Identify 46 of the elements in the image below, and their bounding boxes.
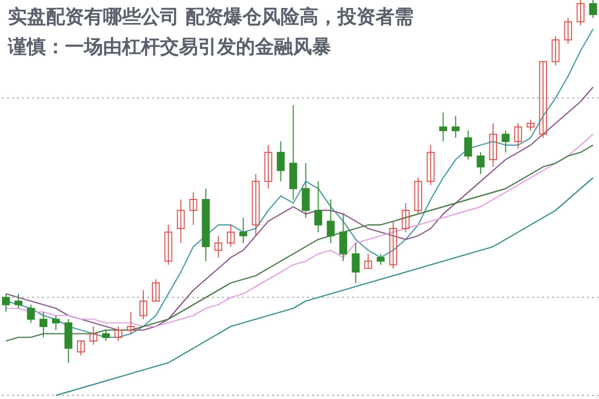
candlestick bbox=[126, 311, 135, 334]
candlestick bbox=[539, 61, 548, 138]
candlestick bbox=[26, 304, 35, 324]
candlestick bbox=[189, 192, 198, 226]
candlestick bbox=[389, 220, 398, 269]
candlestick bbox=[76, 340, 85, 356]
candlestick bbox=[176, 199, 185, 244]
text: 实盘配资有哪些公司 配资爆仓风险高，投资者需谨慎：一场由杠杆交易引发的金融风暴 bbox=[7, 6, 414, 58]
candlestick bbox=[164, 224, 172, 266]
candlestick bbox=[439, 112, 448, 142]
candlestick bbox=[276, 140, 285, 182]
candlestick bbox=[52, 315, 60, 331]
candlestick bbox=[464, 130, 472, 160]
candlestick bbox=[339, 214, 348, 262]
candlestick bbox=[139, 290, 148, 320]
candlestick bbox=[526, 119, 535, 132]
candlestick bbox=[364, 253, 372, 269]
candlestick bbox=[226, 224, 235, 248]
candlestick bbox=[502, 130, 510, 153]
candlestick bbox=[252, 174, 260, 236]
candlestick bbox=[576, 0, 585, 26]
candlestick bbox=[239, 217, 248, 244]
candlestick bbox=[14, 293, 22, 309]
candlestick bbox=[452, 116, 460, 138]
candlestick bbox=[589, 0, 597, 19]
candlestick bbox=[476, 152, 485, 175]
candlestick bbox=[414, 177, 422, 215]
candlestick bbox=[376, 253, 385, 266]
candlestick bbox=[514, 122, 522, 150]
candlestick bbox=[314, 180, 322, 233]
candlestick bbox=[102, 330, 110, 342]
candlestick bbox=[564, 18, 572, 44]
candlestick bbox=[426, 144, 435, 186]
candlestick bbox=[89, 326, 98, 346]
candlestick bbox=[489, 122, 498, 168]
candlestick bbox=[152, 278, 160, 302]
candlestick bbox=[264, 144, 272, 190]
candlestick bbox=[2, 293, 10, 312]
candlestick bbox=[39, 311, 48, 338]
candlestick bbox=[114, 326, 122, 342]
candlestick bbox=[552, 36, 560, 66]
candlestick bbox=[402, 202, 410, 233]
candlestick bbox=[326, 199, 335, 244]
candlestick bbox=[352, 242, 360, 284]
candlestick bbox=[302, 162, 310, 218]
candlestick bbox=[214, 235, 222, 258]
